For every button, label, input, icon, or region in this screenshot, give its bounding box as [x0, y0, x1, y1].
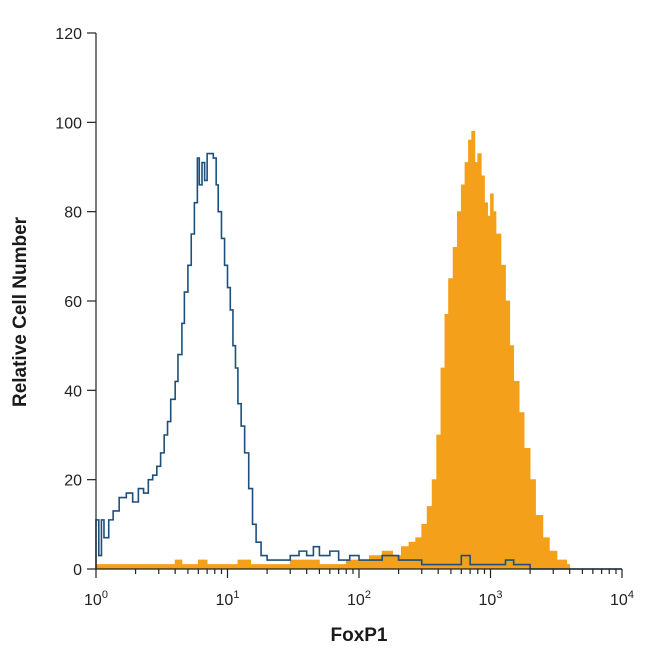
x-axis-title: FoxP1	[330, 625, 387, 646]
y-tick-label: 80	[64, 205, 82, 222]
axes-layer	[95, 33, 622, 570]
outline-histogram-series	[95, 152, 622, 570]
y-tick-label: 100	[55, 115, 82, 132]
y-tick-label: 20	[64, 473, 82, 490]
x-tick-label: 103	[479, 589, 503, 609]
x-tick-label: 102	[347, 589, 371, 609]
y-tick-label: 40	[64, 383, 82, 400]
y-tick-label: 120	[55, 26, 82, 43]
series-layer	[95, 130, 622, 570]
x-tick-label: 104	[610, 589, 634, 609]
y-axis-title: Relative Cell Number	[10, 216, 31, 407]
filled-histogram-series	[95, 130, 571, 570]
y-tick-label: 60	[64, 294, 82, 311]
y-tick-label: 0	[73, 562, 82, 579]
ticks-layer: 0 20 40 60 80 100 120 100 101 102 103 104	[55, 26, 634, 609]
x-tick-label: 100	[84, 589, 108, 609]
x-tick-label: 101	[216, 589, 240, 609]
